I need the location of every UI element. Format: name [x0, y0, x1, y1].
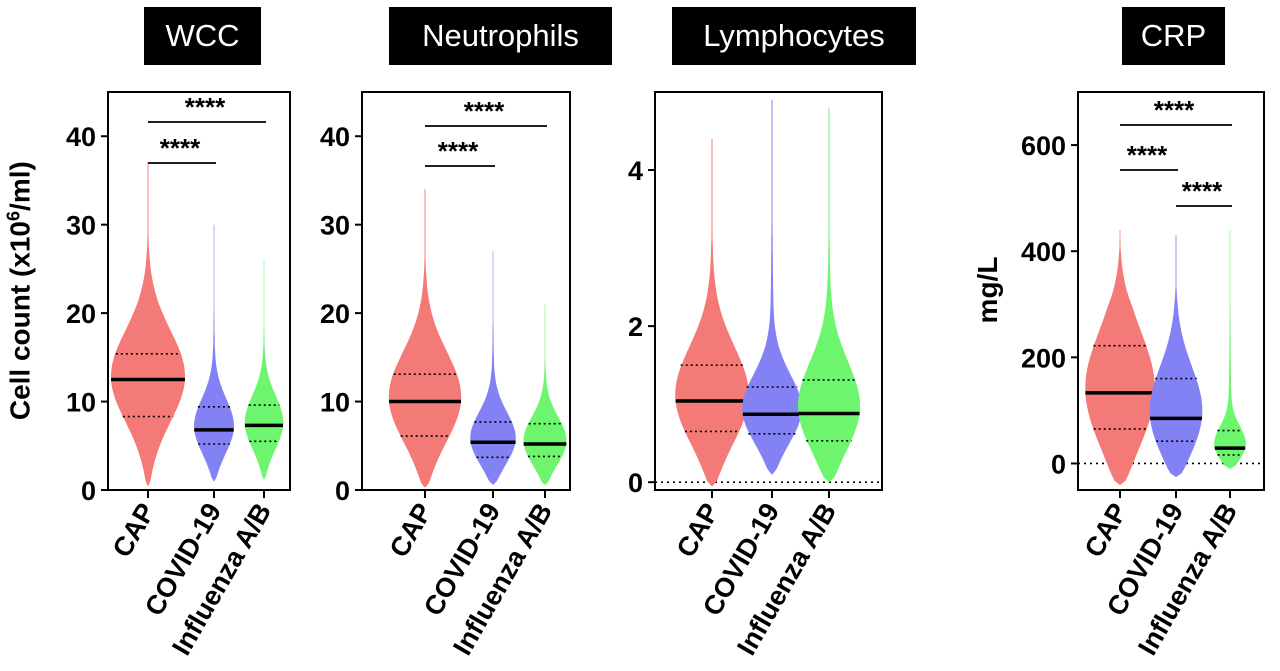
violin-covid-19 — [1149, 235, 1203, 477]
y-tick-label: 20 — [320, 299, 350, 329]
significance-label: **** — [1127, 140, 1168, 170]
significance-label: **** — [160, 133, 201, 163]
x-tick-label-cap: CAP — [1079, 498, 1133, 562]
axes-frame — [654, 91, 883, 491]
y-tick-label: 400 — [1021, 237, 1066, 267]
y-tick-label: 40 — [320, 122, 350, 152]
panel-title-crp: CRP — [1122, 7, 1225, 65]
violin-cap — [675, 138, 749, 487]
significance-label: **** — [185, 92, 226, 122]
significance-label: **** — [438, 136, 479, 166]
y-tick-label: 10 — [66, 388, 96, 418]
violin-influenza-a-b — [1214, 230, 1246, 469]
axes-frame — [361, 91, 571, 491]
significance-label: **** — [1182, 176, 1223, 206]
y-tick-label: 200 — [1021, 343, 1066, 373]
panel-title-neutrophils: Neutrophils — [389, 7, 612, 65]
y-tick-label: 10 — [320, 388, 350, 418]
y-tick-label: 0 — [628, 468, 643, 498]
y-tick-label: 600 — [1021, 131, 1066, 161]
violin-covid-19 — [470, 251, 516, 485]
y-tick-label: 30 — [66, 211, 96, 241]
violin-cap — [1085, 230, 1155, 485]
axes-frame — [1077, 91, 1265, 491]
y-tick-label: 0 — [1051, 449, 1066, 479]
panel-title-wcc: WCC — [144, 7, 261, 65]
violin-influenza-a-b — [244, 260, 284, 480]
violin-cap — [111, 162, 185, 486]
y-tick-label: 0 — [335, 476, 350, 506]
y-tick-label: 20 — [66, 299, 96, 329]
panel-title-lymphocytes: Lymphocytes — [672, 7, 916, 65]
y-tick-label: 40 — [66, 122, 96, 152]
significance-label: **** — [464, 96, 505, 126]
axes-frame — [107, 91, 291, 491]
y-tick-label: 4 — [628, 156, 643, 186]
violin-cap — [388, 189, 462, 488]
violin-covid-19 — [742, 99, 802, 475]
significance-label: **** — [1154, 95, 1195, 125]
x-tick-label-cap: CAP — [384, 498, 438, 562]
y-tick-label: 0 — [81, 476, 96, 506]
x-tick-label-cap: CAP — [671, 498, 725, 562]
violin-covid-19 — [194, 224, 234, 482]
violin-influenza-a-b — [798, 107, 860, 483]
x-tick-label-cap: CAP — [107, 498, 161, 562]
y-tick-label: 30 — [320, 211, 350, 241]
violin-influenza-a-b — [523, 304, 567, 485]
y-tick-label: 2 — [628, 312, 643, 342]
